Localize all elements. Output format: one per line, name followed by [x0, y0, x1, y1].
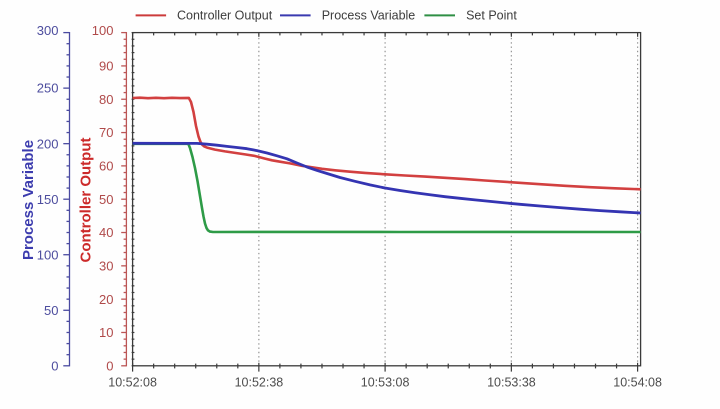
svg-text:10:53:38: 10:53:38	[487, 376, 536, 390]
svg-text:20: 20	[99, 292, 113, 307]
svg-text:Controller Output: Controller Output	[77, 138, 94, 263]
svg-text:50: 50	[99, 192, 113, 207]
svg-text:100: 100	[37, 247, 59, 262]
svg-text:250: 250	[37, 81, 59, 96]
svg-text:10:54:08: 10:54:08	[613, 376, 662, 390]
svg-text:100: 100	[92, 23, 114, 38]
svg-text:90: 90	[99, 59, 113, 74]
svg-text:Controller Output: Controller Output	[177, 9, 273, 23]
svg-text:300: 300	[37, 23, 59, 38]
svg-text:150: 150	[37, 192, 59, 207]
svg-text:80: 80	[99, 92, 113, 107]
svg-text:10:52:08: 10:52:08	[108, 376, 157, 390]
svg-text:Process Variable: Process Variable	[20, 140, 37, 260]
svg-text:Set Point: Set Point	[466, 9, 517, 23]
svg-text:10:52:38: 10:52:38	[235, 376, 284, 390]
svg-text:0: 0	[106, 358, 113, 373]
svg-text:50: 50	[44, 303, 58, 318]
svg-text:60: 60	[99, 159, 113, 174]
svg-text:Process Variable: Process Variable	[322, 9, 416, 23]
svg-text:10:53:08: 10:53:08	[361, 376, 410, 390]
svg-text:70: 70	[99, 125, 113, 140]
svg-text:40: 40	[99, 225, 113, 240]
svg-text:0: 0	[51, 358, 58, 373]
svg-text:10: 10	[99, 325, 113, 340]
svg-text:30: 30	[99, 258, 113, 273]
svg-text:200: 200	[37, 136, 59, 151]
